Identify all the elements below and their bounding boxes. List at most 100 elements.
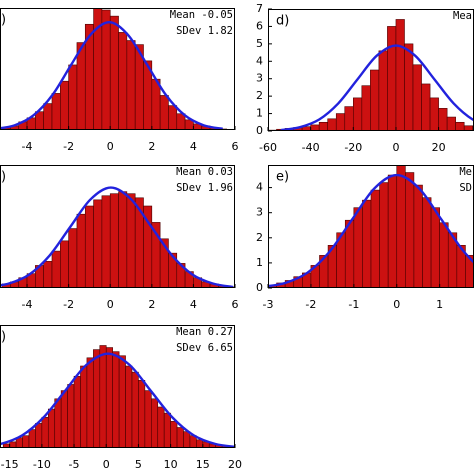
bar — [35, 111, 44, 130]
x-tick-label: -2 — [63, 298, 74, 311]
fit-curve — [0, 186, 234, 288]
x-tick-label: -2 — [63, 140, 74, 153]
x-tick-label: -10 — [33, 458, 51, 471]
bar — [438, 108, 448, 131]
bar — [125, 365, 133, 448]
bar — [396, 165, 406, 288]
x-tick-label: -1 — [348, 298, 359, 311]
bar — [157, 406, 165, 448]
bar — [76, 213, 86, 288]
x-tick-label: -3 — [263, 298, 274, 311]
bar — [421, 83, 431, 131]
x-tick-label: 0 — [392, 141, 399, 154]
plot-frame — [0, 325, 235, 448]
plot-frame — [0, 8, 235, 130]
y-tick-label: 3 — [256, 206, 263, 219]
x-tick-label: 6 — [232, 140, 239, 153]
bar — [378, 50, 388, 131]
panel-label: d) — [276, 14, 289, 29]
bar — [344, 106, 354, 131]
bar — [51, 250, 61, 288]
bar — [353, 207, 363, 288]
bar — [60, 80, 69, 130]
bar — [105, 347, 113, 448]
bar — [80, 365, 88, 448]
bar — [412, 64, 422, 131]
bar — [395, 19, 405, 131]
bar — [144, 390, 152, 448]
fit-curve — [0, 21, 223, 130]
panel-label: ) — [1, 13, 6, 28]
x-tick-label: -40 — [302, 141, 320, 154]
annotation: SDev 6.65 — [176, 342, 233, 354]
fit-curve — [268, 173, 474, 288]
bar — [51, 93, 61, 130]
x-tick-label: 5 — [135, 458, 142, 471]
bar — [370, 189, 380, 288]
bar — [43, 103, 53, 130]
bar — [109, 15, 119, 130]
annotation: SDev 1.96 — [176, 182, 233, 194]
bar — [60, 240, 69, 288]
x-tick-label: 1 — [436, 298, 443, 311]
x-tick-label: 20 — [228, 458, 242, 471]
bar — [335, 113, 346, 131]
y-tick-label: 2 — [256, 89, 263, 102]
bar — [159, 95, 169, 130]
bar — [28, 429, 36, 448]
bar — [126, 193, 136, 288]
panel: -15 -10 -5 0 5 10 15 20) Mean 0.27 SDev 6.65 — [0, 325, 242, 471]
x-tick-label: 2 — [148, 298, 155, 311]
x-tick-label: 2 — [148, 140, 155, 153]
plot-area — [268, 19, 474, 131]
bar — [35, 423, 43, 448]
bar — [93, 199, 103, 288]
bar — [86, 357, 94, 448]
bar — [151, 78, 161, 130]
bar — [101, 195, 111, 288]
x-tick-label: 20 — [432, 141, 446, 154]
x-tick-label: -4 — [22, 140, 33, 153]
y-tick-label: 4 — [256, 181, 263, 194]
annotation: Mean 0.27 — [176, 326, 233, 338]
x-tick-label: 0 — [103, 458, 110, 471]
x-tick-label: 15 — [196, 458, 210, 471]
bar — [68, 64, 78, 130]
bar — [405, 172, 415, 288]
x-tick-label: 0 — [393, 298, 400, 311]
y-tick-label: 3 — [256, 72, 263, 85]
y-tick-label: 1 — [256, 256, 263, 269]
bar — [370, 69, 380, 131]
bar — [99, 345, 107, 448]
bar — [387, 26, 397, 131]
bar — [318, 121, 329, 131]
bar — [76, 42, 86, 130]
x-tick-label: 4 — [190, 298, 197, 311]
annotation: SDev 1.82 — [176, 25, 233, 37]
plot-area — [0, 186, 235, 288]
bar — [176, 427, 184, 448]
bar — [41, 416, 49, 448]
plot-area — [268, 165, 474, 288]
bar — [176, 113, 186, 130]
bar — [439, 222, 449, 288]
x-tick-label: -2 — [305, 298, 316, 311]
panel: -3 -2 -1 0 1 0 1 2 3 4 e) Me SD — [256, 165, 474, 311]
bar — [379, 182, 389, 288]
annotation: SD — [459, 182, 472, 194]
panel-label: ) — [1, 170, 6, 185]
bar — [126, 40, 136, 130]
x-tick-label: 0 — [107, 140, 114, 153]
bar — [163, 412, 171, 448]
x-tick-label: 6 — [232, 298, 239, 311]
bar — [151, 398, 159, 448]
bar — [54, 398, 62, 448]
y-tick-label: 0 — [256, 124, 263, 137]
bar — [131, 371, 139, 448]
bar — [93, 349, 101, 448]
bar — [413, 184, 423, 288]
bar — [118, 191, 128, 288]
x-tick-label: -20 — [344, 141, 362, 154]
x-tick-label: -4 — [22, 298, 33, 311]
